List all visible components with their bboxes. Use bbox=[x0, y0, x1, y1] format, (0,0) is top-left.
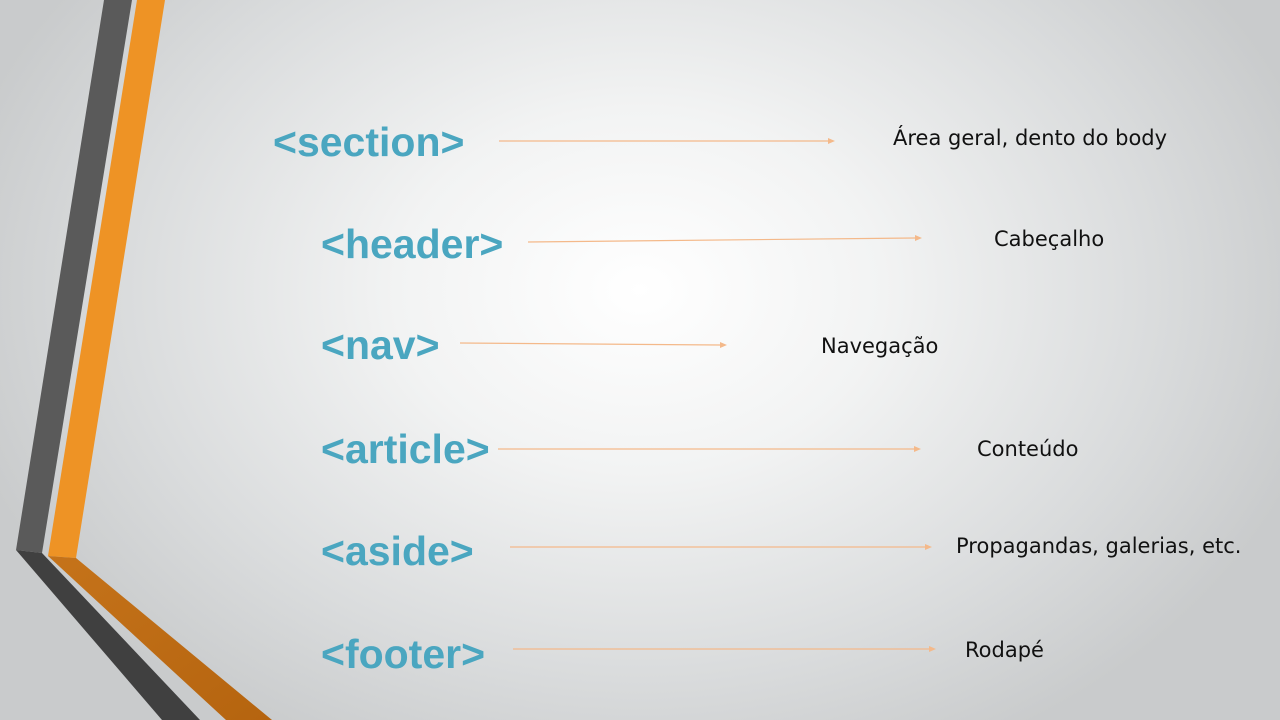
desc-section: Área geral, dento do body bbox=[893, 126, 1168, 150]
desc-article: Conteúdo bbox=[977, 437, 1079, 461]
tag-aside: <aside> bbox=[321, 528, 474, 574]
tag-header: <header> bbox=[321, 221, 504, 267]
gray-stripe-lower bbox=[16, 550, 200, 720]
tag-footer: <footer> bbox=[321, 631, 486, 677]
desc-aside: Propagandas, galerias, etc. bbox=[956, 534, 1242, 558]
orange-stripe-lower bbox=[48, 556, 272, 720]
desc-header: Cabeçalho bbox=[994, 227, 1105, 251]
desc-footer: Rodapé bbox=[965, 638, 1044, 662]
tag-nav: <nav> bbox=[321, 322, 440, 368]
tag-section: <section> bbox=[273, 119, 465, 165]
gray-stripe bbox=[16, 0, 132, 553]
orange-stripe bbox=[48, 0, 165, 558]
tag-article: <article> bbox=[321, 426, 490, 472]
desc-nav: Navegação bbox=[821, 334, 939, 358]
